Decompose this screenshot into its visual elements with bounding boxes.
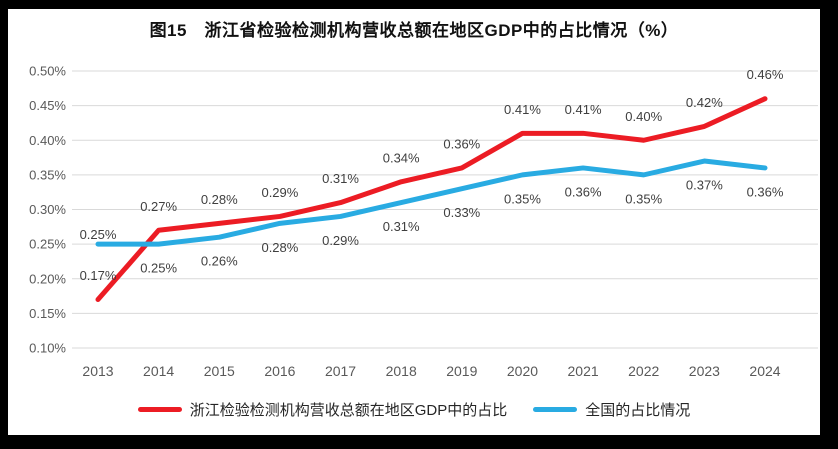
svg-text:0.41%: 0.41%	[504, 102, 541, 117]
svg-text:0.37%: 0.37%	[686, 178, 723, 193]
svg-text:2015: 2015	[204, 363, 235, 379]
x-axis-tick-labels: 2013 2014 2015 2016 2017 2018 2019 2020 2021 2022…	[82, 363, 780, 379]
svg-text:2021: 2021	[568, 363, 599, 379]
svg-text:0.35%: 0.35%	[625, 191, 662, 206]
legend-line-swatch-blue	[533, 407, 578, 412]
svg-text:2014: 2014	[143, 363, 174, 379]
y-axis-tick-labels: 0.10% 0.15% 0.20% 0.25% 0.30% 0.35% 0.40% 0.45%…	[29, 64, 66, 356]
zhejiang-data-labels: 0.17% 0.27% 0.28% 0.29% 0.31% 0.34% 0.36% 0.41%…	[80, 67, 784, 283]
legend-item-zhejiang: 浙江检验检测机构营收总额在地区GDP中的占比	[137, 399, 508, 420]
legend-line-swatch-red	[137, 407, 182, 412]
svg-text:0.34%: 0.34%	[383, 150, 420, 165]
svg-text:2018: 2018	[386, 363, 417, 379]
chart-canvas: 图15 浙江省检验检测机构营收总额在地区GDP中的占比情况（%） 0.10% 0.…	[8, 9, 820, 435]
svg-text:0.27%: 0.27%	[140, 199, 177, 214]
svg-text:0.28%: 0.28%	[201, 192, 238, 207]
legend-label-national: 全国的占比情况	[585, 402, 691, 419]
svg-text:0.36%: 0.36%	[747, 184, 784, 199]
svg-text:0.29%: 0.29%	[322, 233, 359, 248]
svg-text:0.25%: 0.25%	[29, 237, 66, 252]
svg-text:2020: 2020	[507, 363, 538, 379]
svg-text:2017: 2017	[325, 363, 356, 379]
svg-text:0.25%: 0.25%	[140, 261, 177, 276]
svg-text:0.42%: 0.42%	[686, 95, 723, 110]
svg-text:2024: 2024	[749, 363, 780, 379]
svg-text:2013: 2013	[82, 363, 113, 379]
svg-text:2023: 2023	[689, 363, 720, 379]
svg-text:0.25%: 0.25%	[80, 227, 117, 242]
svg-text:0.36%: 0.36%	[443, 136, 480, 151]
svg-text:0.45%: 0.45%	[29, 98, 66, 113]
national-data-labels: 0.25% 0.25% 0.26% 0.28% 0.29% 0.31% 0.33% 0.35%…	[80, 178, 784, 276]
svg-text:0.17%: 0.17%	[80, 268, 117, 283]
gridlines	[72, 70, 818, 349]
svg-text:0.46%: 0.46%	[747, 67, 784, 82]
svg-text:0.50%: 0.50%	[29, 64, 66, 79]
svg-text:0.26%: 0.26%	[201, 254, 238, 269]
svg-text:0.15%: 0.15%	[29, 306, 66, 321]
legend-item-national: 全国的占比情况	[533, 399, 690, 420]
zhejiang-series-line	[95, 96, 768, 303]
svg-text:0.30%: 0.30%	[29, 202, 66, 217]
svg-text:0.40%: 0.40%	[29, 133, 66, 148]
svg-text:2019: 2019	[446, 363, 477, 379]
svg-text:0.31%: 0.31%	[383, 219, 420, 234]
legend-label-zhejiang: 浙江检验检测机构营收总额在地区GDP中的占比	[189, 402, 508, 419]
svg-text:0.35%: 0.35%	[29, 167, 66, 182]
chart-legend: 浙江检验检测机构营收总额在地区GDP中的占比 全国的占比情况	[8, 399, 820, 420]
svg-text:2016: 2016	[264, 363, 295, 379]
chart-title: 图15 浙江省检验检测机构营收总额在地区GDP中的占比情况（%）	[149, 21, 679, 40]
svg-text:0.31%: 0.31%	[322, 171, 359, 186]
svg-text:0.10%: 0.10%	[29, 341, 66, 356]
svg-text:0.20%: 0.20%	[29, 271, 66, 286]
svg-text:0.28%: 0.28%	[261, 240, 298, 255]
svg-text:0.33%: 0.33%	[443, 205, 480, 220]
svg-text:0.29%: 0.29%	[261, 185, 298, 200]
svg-text:0.35%: 0.35%	[504, 191, 541, 206]
svg-text:0.36%: 0.36%	[565, 184, 602, 199]
svg-text:2022: 2022	[628, 363, 659, 379]
line-chart: 0.10% 0.15% 0.20% 0.25% 0.30% 0.35% 0.40% 0.45%…	[29, 64, 818, 379]
svg-text:0.40%: 0.40%	[625, 109, 662, 124]
national-series-line	[95, 158, 768, 247]
svg-text:0.41%: 0.41%	[565, 102, 602, 117]
